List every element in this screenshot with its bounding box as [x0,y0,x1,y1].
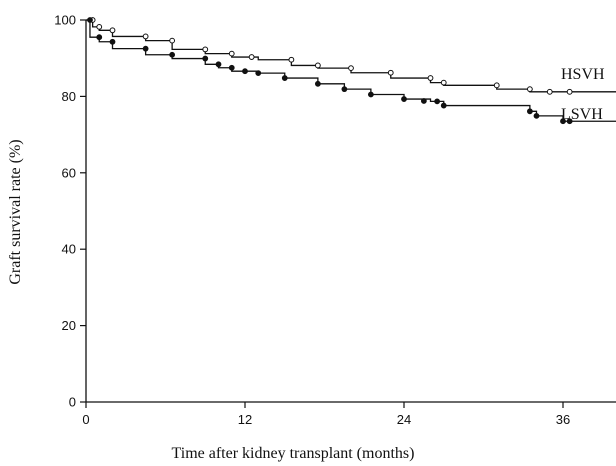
y-tick-label: 80 [62,89,76,104]
censor-mark-hsvh [440,79,447,86]
censor-mark-lsvh [533,112,540,119]
censor-mark-hsvh [526,86,533,93]
y-axis-label: Graft survival rate (%) [7,139,24,284]
censor-mark-hsvh [288,56,295,63]
censor-mark-hsvh [387,69,394,76]
censor-mark-hsvh [566,88,573,95]
censor-mark-lsvh [314,80,321,87]
censor-mark-lsvh [142,45,149,52]
censor-mark-lsvh [169,51,176,58]
series-label-lsvh: LSVH [561,106,603,123]
x-tick-label: 12 [238,412,252,427]
censor-mark-lsvh [242,68,248,75]
censor-mark-hsvh [142,33,149,40]
censor-mark-lsvh [440,102,447,109]
x-tick-label: 36 [556,412,570,427]
censor-mark-lsvh [560,118,566,125]
censor-mark-hsvh [348,65,354,72]
y-tick-label: 40 [62,242,76,257]
censor-mark-lsvh [420,98,427,104]
censor-mark-lsvh [367,91,374,98]
censor-mark-lsvh [281,75,288,81]
censor-mark-lsvh [87,17,93,23]
censor-mark-lsvh [96,34,103,41]
censor-mark-lsvh [401,96,407,102]
y-tick-label: 60 [62,165,76,180]
censor-mark-lsvh [255,70,262,76]
series-line-hsvh [86,19,616,93]
censor-mark-hsvh [493,82,500,89]
y-tick-label: 100 [54,13,76,28]
censor-mark-lsvh [109,38,116,45]
censor-mark-lsvh [228,64,235,71]
series-label-hsvh: HSVH [561,66,605,83]
censor-mark-lsvh [215,61,222,68]
censor-mark-hsvh [202,46,209,53]
censor-mark-hsvh [427,75,434,81]
censor-mark-hsvh [169,37,176,44]
censor-mark-lsvh [202,55,209,62]
x-tick-label: 24 [397,412,411,427]
censor-mark-hsvh [228,50,235,57]
y-tick-label: 20 [62,318,76,333]
censor-mark-lsvh [566,118,573,125]
x-axis-label: Time after kidney transplant (months) [172,445,415,462]
axes: 0 20 40 60 80 100 0 12 24 36 [54,13,616,427]
censor-mark-hsvh [314,62,321,69]
y-tick-label: 0 [69,395,76,410]
series-layer: HSVH LSVH [86,17,616,125]
censor-mark-hsvh [546,88,553,95]
censor-mark-lsvh [341,86,348,93]
x-tick-label: 0 [82,412,89,427]
censor-mark-lsvh [526,108,533,115]
censor-mark-hsvh [96,23,103,30]
censor-mark-hsvh [248,54,255,60]
censor-mark-lsvh [434,98,441,105]
censor-mark-hsvh [109,27,116,34]
